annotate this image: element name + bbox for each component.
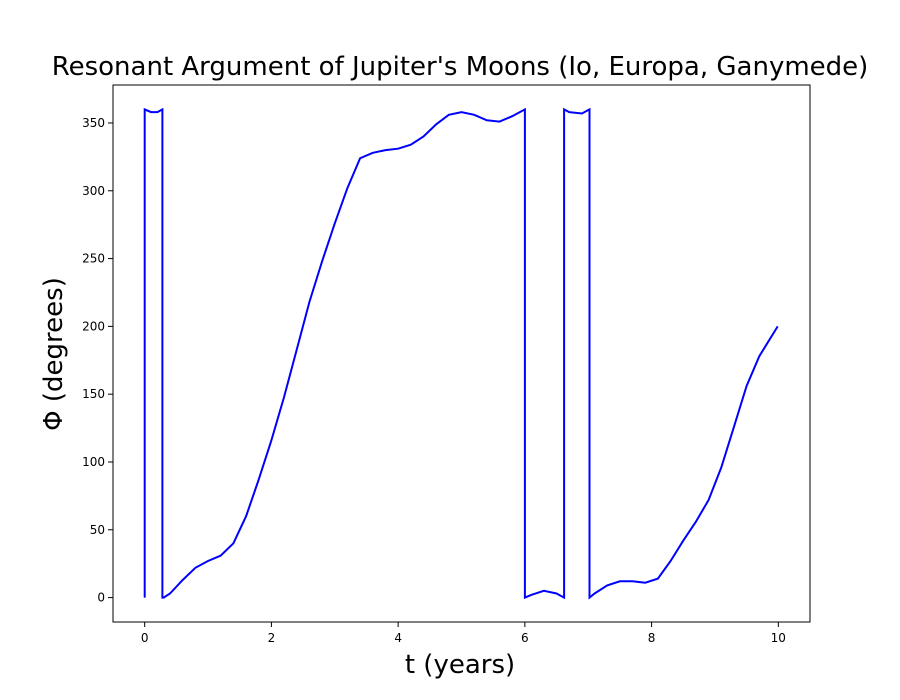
x-tick-label: 10 — [771, 631, 786, 645]
y-axis-label: Φ (degrees) — [39, 277, 69, 431]
x-tick-label: 4 — [394, 631, 402, 645]
y-tick-label: 250 — [82, 252, 105, 266]
x-tick-label: 2 — [268, 631, 276, 645]
y-tick-label: 200 — [82, 319, 105, 333]
x-axis-label: t (years) — [405, 650, 515, 680]
plot-area — [112, 84, 811, 623]
y-tick-label: 100 — [82, 455, 105, 469]
x-tick-label: 6 — [521, 631, 529, 645]
chart-title: Resonant Argument of Jupiter's Moons (Io… — [52, 52, 869, 82]
series-line — [143, 107, 779, 600]
y-tick-label: 300 — [82, 184, 105, 198]
y-axis: 0 50 100 150 200 250 300 350 — [82, 116, 113, 605]
y-tick-label: 50 — [90, 523, 105, 537]
x-tick-label: 8 — [648, 631, 656, 645]
x-axis: 0 2 4 6 8 10 — [141, 622, 786, 645]
x-tick-label: 0 — [141, 631, 149, 645]
y-tick-label: 150 — [82, 387, 105, 401]
y-tick-label: 0 — [97, 591, 105, 605]
y-tick-label: 350 — [82, 116, 105, 130]
